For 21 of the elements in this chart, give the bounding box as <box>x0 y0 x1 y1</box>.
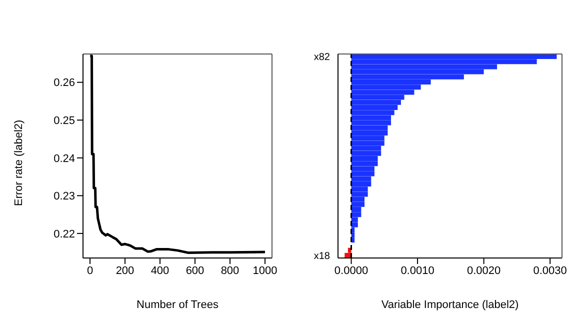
y-tick-label: 0.24 <box>54 152 75 165</box>
y-tick-label: 0.25 <box>54 115 75 128</box>
x-tick-label: 0.0010 <box>400 264 434 277</box>
y-tick-label: 0.26 <box>54 77 75 90</box>
x-axis-title: Variable Importance (label2) <box>381 299 519 311</box>
x-axis-title: Number of Trees <box>136 299 219 311</box>
x-tick-label: 0 <box>86 264 94 277</box>
x-tick-label: 0.0020 <box>466 264 501 277</box>
y-tick-label: 0.22 <box>54 228 75 240</box>
x-tick-label: 400 <box>150 264 170 277</box>
x-tick-label: 200 <box>116 264 134 277</box>
x-tick-label: 800 <box>220 264 240 277</box>
y-tick-label: x18 <box>314 251 330 262</box>
y-tick-label: x82 <box>314 52 330 64</box>
x-tick-label: 0.0000 <box>334 264 368 277</box>
x-tick-label: 600 <box>186 264 204 277</box>
x-tick-label: 1000 <box>252 264 278 277</box>
y-tick-label: 0.23 <box>54 190 75 203</box>
x-tick-label: 0.0030 <box>533 264 567 277</box>
y-axis-title: Error rate (label2) <box>12 120 25 206</box>
line-series <box>88 54 266 254</box>
